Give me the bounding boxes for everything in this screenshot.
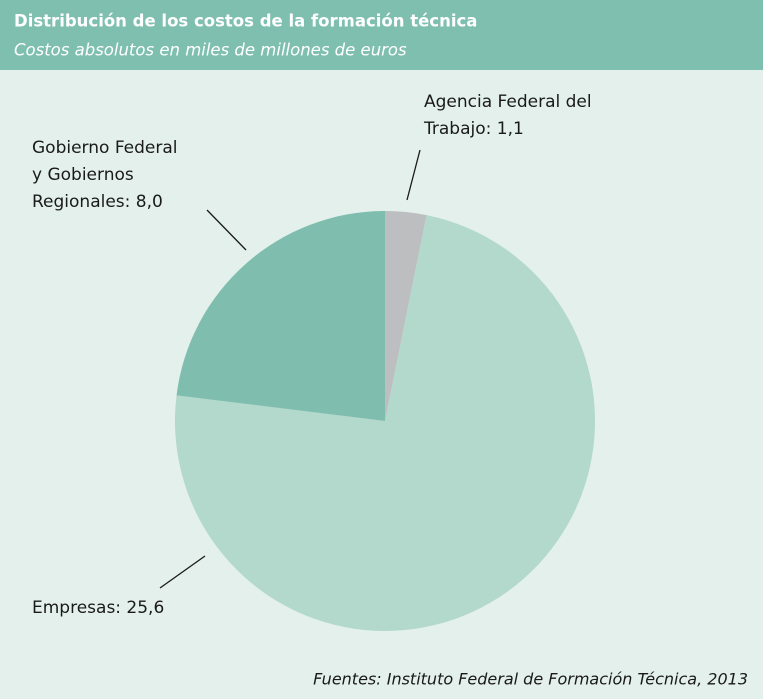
chart-title: Distribución de los costos de la formaci…	[14, 12, 477, 31]
leader-line	[206, 209, 247, 251]
slice-label: Agencia Federal del	[424, 92, 592, 112]
slice-label: y Gobiernos	[32, 165, 134, 185]
slice-label: Regionales: 8,0	[32, 192, 163, 212]
header	[0, 0, 763, 70]
pie-slice	[176, 211, 385, 421]
chart-subtitle: Costos absolutos en miles de millones de…	[14, 41, 407, 60]
source: Fuentes: Instituto Federal de Formación …	[313, 670, 748, 689]
pie-slice	[175, 215, 595, 631]
slice-label: Gobierno Federal	[32, 138, 178, 158]
leader-line	[406, 149, 421, 201]
pie-slice	[385, 211, 427, 421]
slice-label: Trabajo: 1,1	[423, 119, 524, 139]
slice-label: Empresas: 25,6	[32, 598, 164, 618]
leader-line	[159, 555, 206, 589]
